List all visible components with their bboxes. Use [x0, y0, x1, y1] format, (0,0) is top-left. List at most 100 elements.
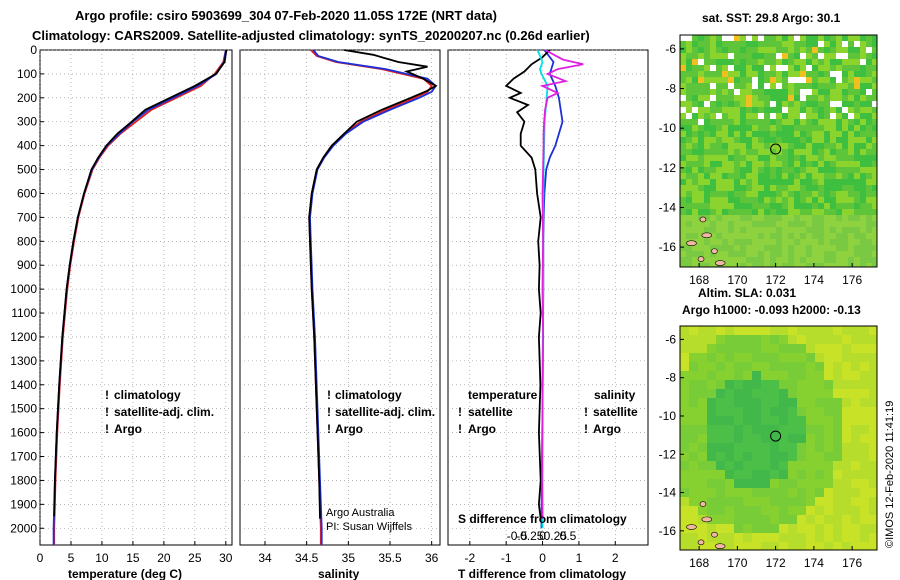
map-cell [842, 524, 851, 533]
map-cell [770, 65, 776, 71]
depth-tick-label: 1900 [10, 497, 37, 511]
map-cell [692, 95, 698, 101]
s-tick-label: 0.5 [560, 529, 577, 543]
map-cell [818, 71, 824, 77]
map-cell [746, 251, 752, 257]
map-cell [758, 209, 764, 215]
map-cell [797, 506, 806, 515]
map-cell [872, 89, 877, 95]
map-cell [698, 107, 704, 113]
map-cell [686, 167, 692, 173]
map-cell [812, 197, 818, 203]
map-cell [740, 137, 746, 143]
map-cell [698, 479, 707, 488]
map-x-tick-label: 168 [689, 556, 709, 570]
map-cell [872, 263, 877, 267]
map-cell [824, 209, 830, 215]
map-cell [860, 137, 866, 143]
map-cell [812, 155, 818, 161]
map-cell [761, 452, 770, 461]
map-cell [800, 89, 806, 95]
map-cell [770, 179, 776, 185]
map-cell [707, 380, 716, 389]
map-cell [746, 89, 752, 95]
map-cell [716, 506, 725, 515]
map-cell [710, 221, 716, 227]
map-cell [716, 131, 722, 137]
map-cell [836, 233, 842, 239]
map-cell [716, 209, 722, 215]
map-cell [680, 107, 686, 113]
map-cell [740, 131, 746, 137]
legend-symbol-s-satellite: ! [584, 405, 588, 419]
map-cell [851, 524, 860, 533]
map-cell [794, 41, 800, 47]
map-cell [770, 407, 779, 416]
map-cell [680, 389, 689, 398]
map-cell [728, 167, 734, 173]
map-cell [680, 344, 689, 353]
map-cell [698, 239, 704, 245]
map-cell [698, 542, 707, 550]
map-cell [800, 119, 806, 125]
map-cell [707, 407, 716, 416]
map-cell [779, 335, 788, 344]
map-cell [752, 461, 761, 470]
map-cell [680, 161, 686, 167]
sst-map: sat. SST: 29.8 Argo: 30.1 168 170 172 174 17… [659, 11, 878, 300]
map-cell [764, 215, 770, 221]
map-cell [734, 233, 740, 239]
map-cell [782, 113, 788, 119]
map-cell [716, 143, 722, 149]
map-cell [692, 191, 698, 197]
map-cell [788, 506, 797, 515]
map-cell [824, 95, 830, 101]
map-cell [788, 353, 797, 362]
map-cell [860, 335, 869, 344]
map-cell [704, 245, 710, 251]
map-cell [833, 542, 842, 550]
map-cell [824, 167, 830, 173]
map-cell [710, 203, 716, 209]
map-cell [836, 167, 842, 173]
map-cell [725, 416, 734, 425]
map-cell [842, 143, 848, 149]
map-cell [842, 71, 848, 77]
sst-map-land [686, 216, 726, 266]
ohc-map-land [686, 501, 726, 549]
map-cell [833, 533, 842, 542]
map-cell [725, 434, 734, 443]
map-cell [869, 407, 877, 416]
map-cell [833, 407, 842, 416]
map-cell [872, 143, 877, 149]
map-cell [872, 173, 877, 179]
map-cell [806, 89, 812, 95]
map-cell [707, 524, 716, 533]
map-cell [779, 533, 788, 542]
map-cell [869, 524, 877, 533]
map-cell [812, 179, 818, 185]
map-cell [698, 41, 704, 47]
map-cell [848, 101, 854, 107]
map-cell [788, 263, 794, 267]
map-cell [854, 65, 860, 71]
map-x-tick-label: 176 [842, 556, 862, 570]
map-cell [851, 425, 860, 434]
map-cell [716, 185, 722, 191]
legend-symbol-satellite-adj: ! [327, 405, 331, 419]
map-cell [866, 107, 872, 113]
map-cell [734, 398, 743, 407]
map-cell [752, 155, 758, 161]
map-cell [872, 137, 877, 143]
map-cell [686, 263, 692, 267]
map-cell [833, 389, 842, 398]
salinity-panel: 34 34.5 35 35.5 36 salinity ! climatology ! … [239, 49, 441, 580]
map-cell [761, 407, 770, 416]
legend-t-satellite: satellite [468, 405, 513, 419]
map-cell [698, 326, 707, 335]
map-cell [764, 35, 770, 41]
map-cell [833, 380, 842, 389]
map-cell [818, 185, 824, 191]
map-cell [704, 179, 710, 185]
